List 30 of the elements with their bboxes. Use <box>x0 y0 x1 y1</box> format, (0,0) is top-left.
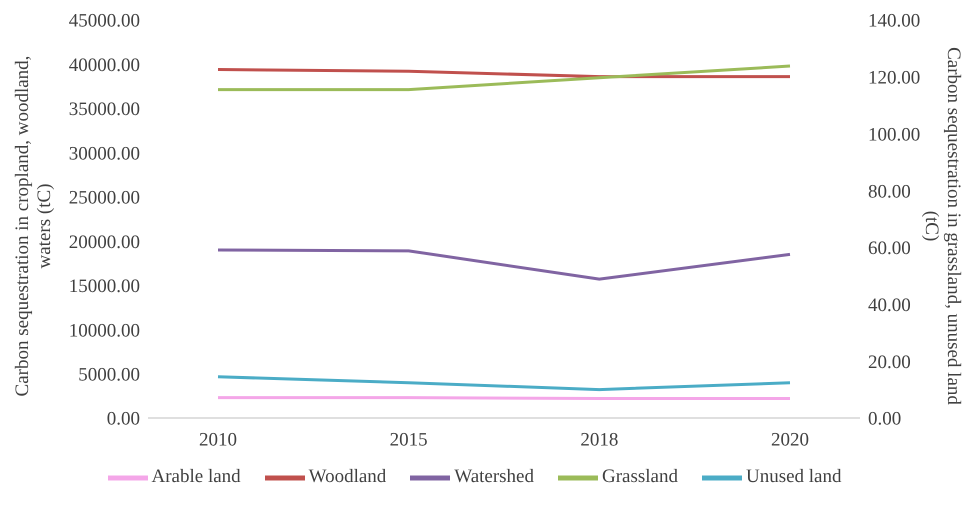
y-tick-label: 10000.00 <box>68 320 140 342</box>
y2-tick-label: 80.00 <box>868 181 911 202</box>
y-tick-label: 40000.00 <box>68 54 140 76</box>
legend-label: Grassland <box>602 466 678 488</box>
y-tick-label: 15000.00 <box>68 276 140 298</box>
y2-tick-label: 140.00 <box>868 10 920 32</box>
x-tick-label: 2010 <box>199 429 237 450</box>
y-tick-label: 0.00 <box>106 408 140 430</box>
y2-tick-label: 60.00 <box>868 238 911 260</box>
y-tick-label: 5000.00 <box>78 364 140 386</box>
y2-tick-label: 0.00 <box>868 408 902 430</box>
y2-tick-label: 40.00 <box>868 295 911 316</box>
legend-label: Watershed <box>454 466 534 488</box>
y-tick-label: 25000.00 <box>68 188 140 209</box>
y-axis-title: Carbon sequestration in cropland, woodland, waters (tC) <box>12 56 55 396</box>
y-tick-label: 30000.00 <box>68 143 140 164</box>
legend-label: Arable land <box>152 466 241 488</box>
y-tick-label: 35000.00 <box>68 99 140 120</box>
y-tick-label: 20000.00 <box>68 232 140 253</box>
line-series <box>216 248 792 281</box>
legend-label: Woodland <box>308 466 386 488</box>
y2-tick-label: 20.00 <box>868 352 911 373</box>
x-tick-label: 2015 <box>390 429 428 450</box>
x-tick-label: 2020 <box>771 429 809 450</box>
legend-label: Unused land <box>746 466 842 488</box>
x-tick-label: 2018 <box>580 429 618 450</box>
y2-tick-label: 120.00 <box>868 68 920 89</box>
y2-axis-title: Carbon sequestration in grassland, unused land (tC) <box>921 47 964 406</box>
y2-tick-label: 100.00 <box>868 124 920 146</box>
y-tick-label: 45000.00 <box>68 10 140 32</box>
